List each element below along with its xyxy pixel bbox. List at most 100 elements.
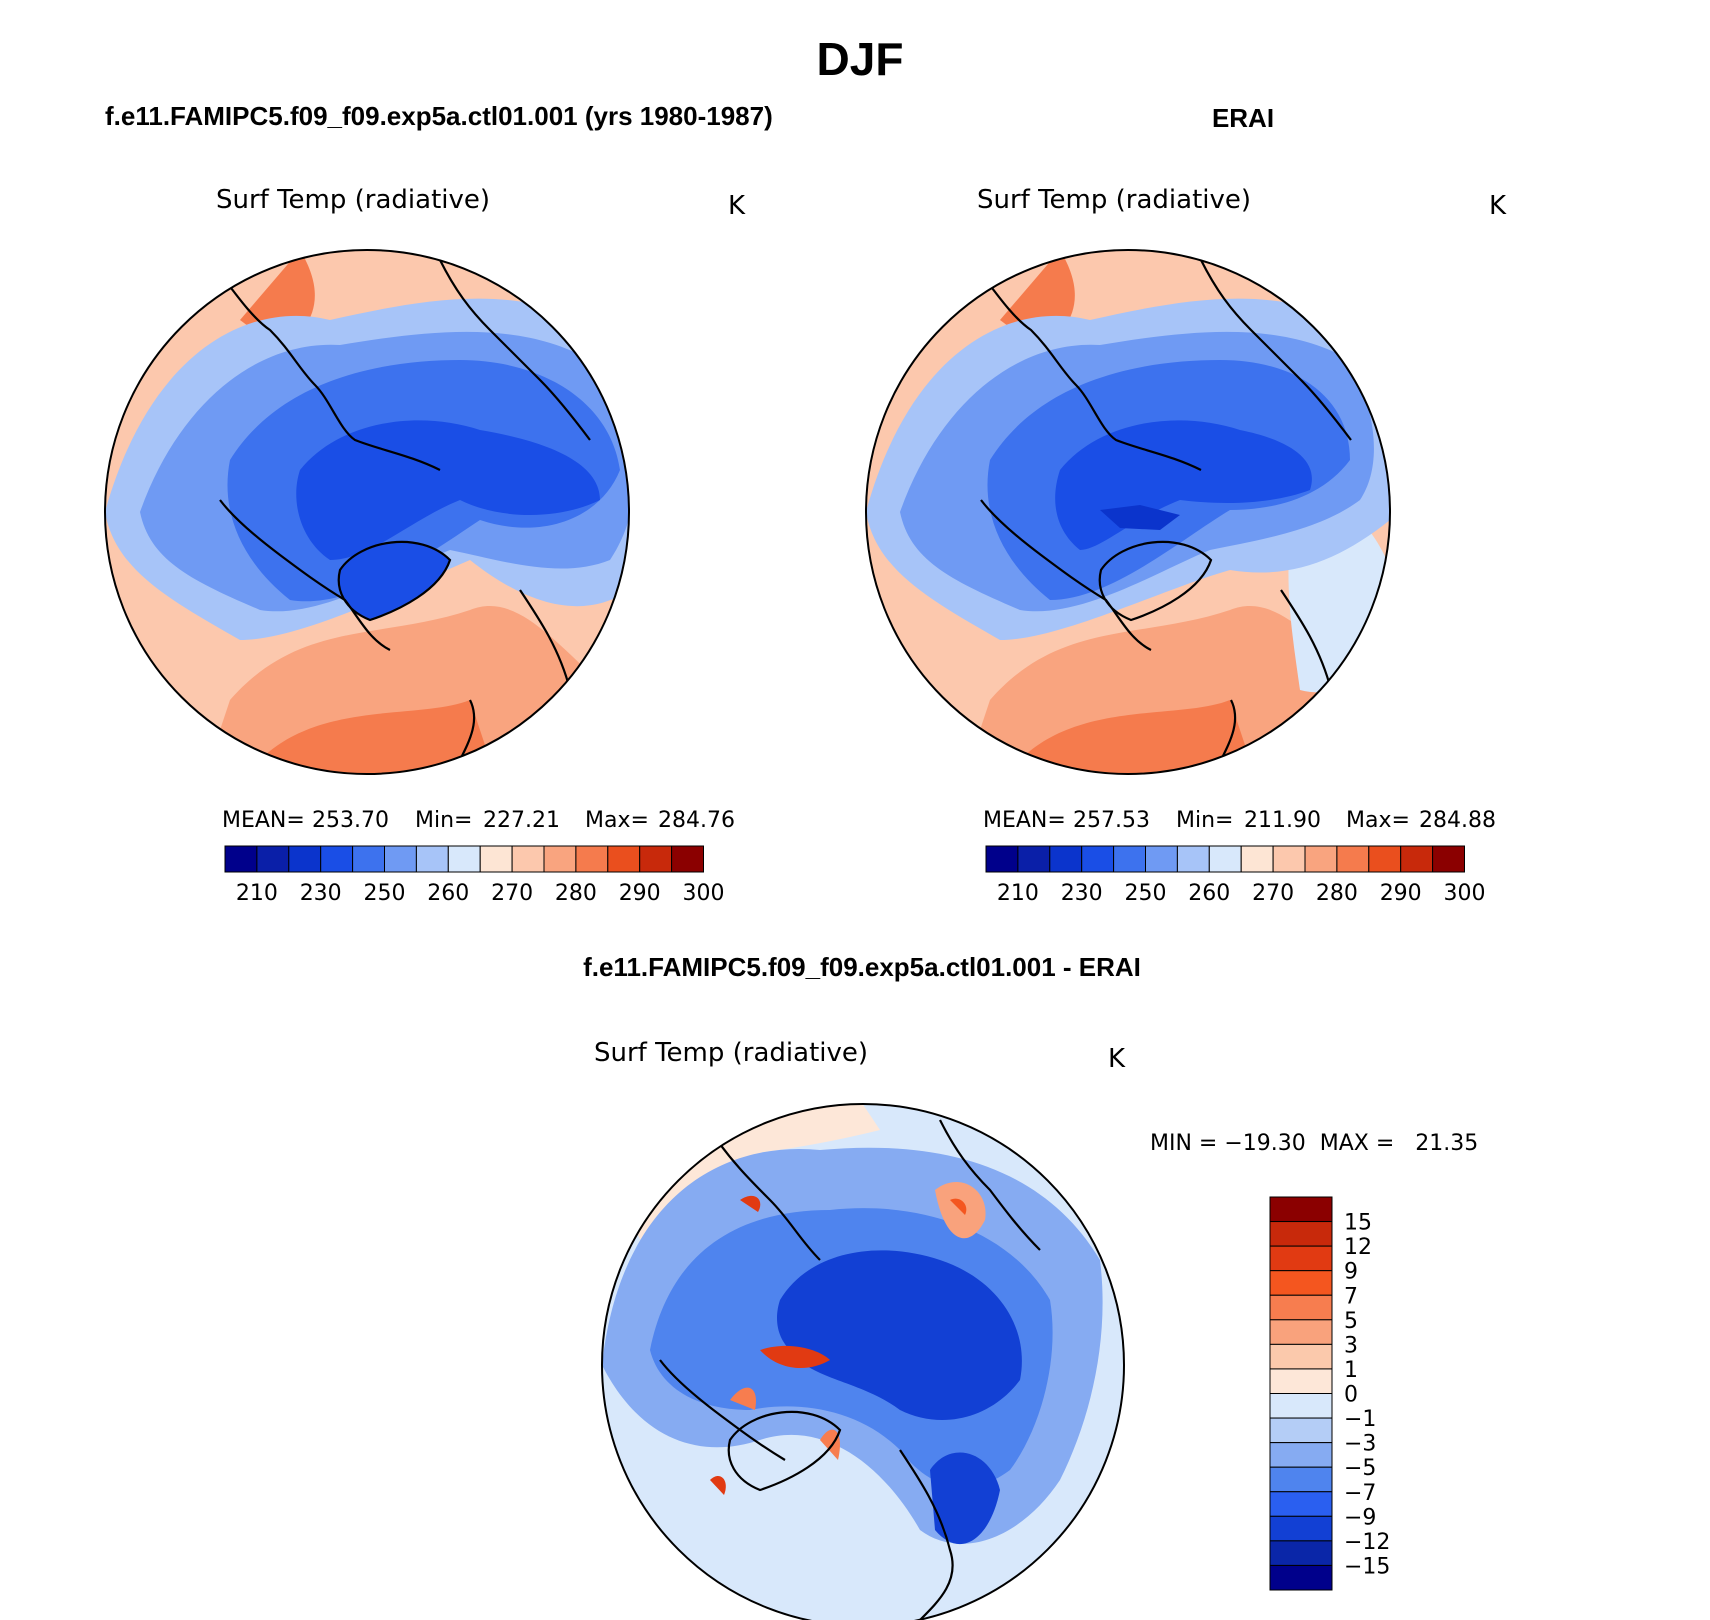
diff-minmax-label: MIN = −19.30 MAX = 21.35 xyxy=(1150,1131,1478,1156)
model-field-label: Surf Temp (radiative) xyxy=(216,185,490,215)
colorbar-tick-label: 290 xyxy=(1380,881,1422,906)
colorbar-tick-label: −12 xyxy=(1344,1530,1390,1555)
colorbar-tick-label: 12 xyxy=(1344,1235,1372,1260)
colorbar-swatch xyxy=(1269,1319,1333,1345)
erai-panel-title: ERAI xyxy=(1212,103,1274,133)
colorbar-tick-label: 270 xyxy=(1252,881,1294,906)
colorbar-tick-label: 210 xyxy=(236,881,278,906)
colorbar-tick-label: 270 xyxy=(491,881,533,906)
colorbar-swatch xyxy=(511,845,545,873)
colorbar-swatch xyxy=(352,845,386,873)
erai-panel: Surf Temp (radiative) K MEAN= 257.5 xyxy=(865,185,1507,906)
erai-colorbar: 210 230 250 260 270 280 290 300 xyxy=(985,845,1486,906)
model-colorbar: 210 230 250 260 270 280 290 300 xyxy=(224,845,725,906)
colorbar-swatch xyxy=(415,845,449,873)
colorbar-swatch xyxy=(1269,1196,1333,1223)
colorbar-tick-label: −7 xyxy=(1344,1481,1376,1506)
model-min-value: 227.21 xyxy=(483,808,560,833)
colorbar-tick-label: 1 xyxy=(1344,1358,1358,1383)
colorbar-swatch xyxy=(1269,1294,1333,1321)
colorbar-swatch xyxy=(1269,1368,1333,1394)
colorbar-swatch xyxy=(1269,1270,1333,1296)
colorbar-tick-label: −5 xyxy=(1344,1456,1376,1481)
colorbar-swatch xyxy=(1049,845,1083,873)
colorbar-tick-label: 230 xyxy=(1061,881,1103,906)
colorbar-tick-label: 250 xyxy=(364,881,406,906)
colorbar-tick-label: −9 xyxy=(1344,1505,1376,1530)
colorbar-swatch xyxy=(1017,845,1051,873)
erai-min-label: Min= xyxy=(1176,808,1233,833)
diff-units-label: K xyxy=(1108,1044,1126,1074)
colorbar-swatch xyxy=(1269,1491,1333,1517)
erai-polar-map xyxy=(866,250,1390,774)
erai-mean-label: MEAN= xyxy=(983,808,1066,833)
colorbar-swatch xyxy=(1269,1466,1333,1493)
colorbar-swatch xyxy=(671,845,704,873)
colorbar-tick-label: 300 xyxy=(683,881,725,906)
colorbar-swatch xyxy=(320,845,354,873)
colorbar-tick-label: −15 xyxy=(1344,1554,1390,1579)
colorbar-swatch xyxy=(1269,1343,1333,1370)
colorbar-tick-label: 15 xyxy=(1344,1211,1372,1236)
colorbar-tick-label: 300 xyxy=(1444,881,1486,906)
colorbar-tick-label: −1 xyxy=(1344,1407,1376,1432)
model-units-label: K xyxy=(728,191,746,221)
difference-panel: Surf Temp (radiative) K MIN = −19.30 MAX… xyxy=(594,1038,1478,1620)
model-panel-title: f.e11.FAMIPC5.f09_f09.exp5a.ctl01.001 (y… xyxy=(105,101,773,131)
erai-min-value: 211.90 xyxy=(1244,808,1321,833)
diff-field-label: Surf Temp (radiative) xyxy=(594,1038,868,1068)
colorbar-tick-label: 280 xyxy=(555,881,597,906)
colorbar-tick-label: 260 xyxy=(1188,881,1230,906)
model-mean-value: 253.70 xyxy=(312,808,389,833)
colorbar-swatch xyxy=(1269,1393,1333,1419)
colorbar-swatch xyxy=(1269,1515,1333,1542)
colorbar-swatch xyxy=(224,845,258,873)
colorbar-tick-label: 7 xyxy=(1344,1284,1358,1309)
colorbar-swatch xyxy=(607,845,641,873)
colorbar-tick-label: 250 xyxy=(1125,881,1167,906)
erai-field-label: Surf Temp (radiative) xyxy=(977,185,1251,215)
colorbar-swatch xyxy=(1432,845,1465,873)
model-mean-label: MEAN= xyxy=(222,808,305,833)
colorbar-tick-label: −3 xyxy=(1344,1432,1376,1457)
colorbar-swatch xyxy=(1113,845,1146,873)
erai-max-label: Max= xyxy=(1346,808,1410,833)
colorbar-swatch xyxy=(639,845,673,873)
colorbar-swatch xyxy=(479,845,513,873)
colorbar-swatch xyxy=(1269,1442,1333,1468)
model-panel: Surf Temp (radiative) K MEAN= 253.70 M xyxy=(104,185,746,906)
colorbar-swatch xyxy=(1269,1221,1333,1247)
colorbar-swatch xyxy=(1336,845,1370,873)
model-min-label: Min= xyxy=(415,808,472,833)
colorbar-swatch xyxy=(1269,1245,1333,1272)
colorbar-tick-label: 5 xyxy=(1344,1309,1358,1334)
colorbar-swatch xyxy=(447,845,481,873)
colorbar-tick-label: 0 xyxy=(1344,1383,1358,1408)
colorbar-swatch xyxy=(288,845,322,873)
colorbar-swatch xyxy=(1176,845,1210,873)
colorbar-swatch xyxy=(384,845,417,873)
colorbar-tick-label: 9 xyxy=(1344,1260,1358,1285)
colorbar-swatch xyxy=(1208,845,1242,873)
colorbar-tick-label: 260 xyxy=(427,881,469,906)
colorbar-swatch xyxy=(1081,845,1115,873)
colorbar-swatch xyxy=(1240,845,1274,873)
difference-panel-title: f.e11.FAMIPC5.f09_f09.exp5a.ctl01.001 - … xyxy=(583,952,1141,982)
colorbar-swatch xyxy=(1368,845,1402,873)
difference-polar-map xyxy=(602,1104,1124,1620)
colorbar-swatch xyxy=(1400,845,1434,873)
colorbar-swatch xyxy=(256,845,290,873)
colorbar-tick-label: 290 xyxy=(619,881,661,906)
colorbar-swatch xyxy=(1269,1540,1333,1566)
colorbar-tick-label: 210 xyxy=(997,881,1039,906)
colorbar-tick-label: 280 xyxy=(1316,881,1358,906)
colorbar-tick-label: 230 xyxy=(300,881,342,906)
model-max-label: Max= xyxy=(585,808,649,833)
colorbar-swatch xyxy=(1269,1417,1333,1444)
erai-units-label: K xyxy=(1489,191,1507,221)
season-title: DJF xyxy=(817,33,904,85)
colorbar-swatch xyxy=(1272,845,1306,873)
colorbar-swatch xyxy=(1145,845,1178,873)
